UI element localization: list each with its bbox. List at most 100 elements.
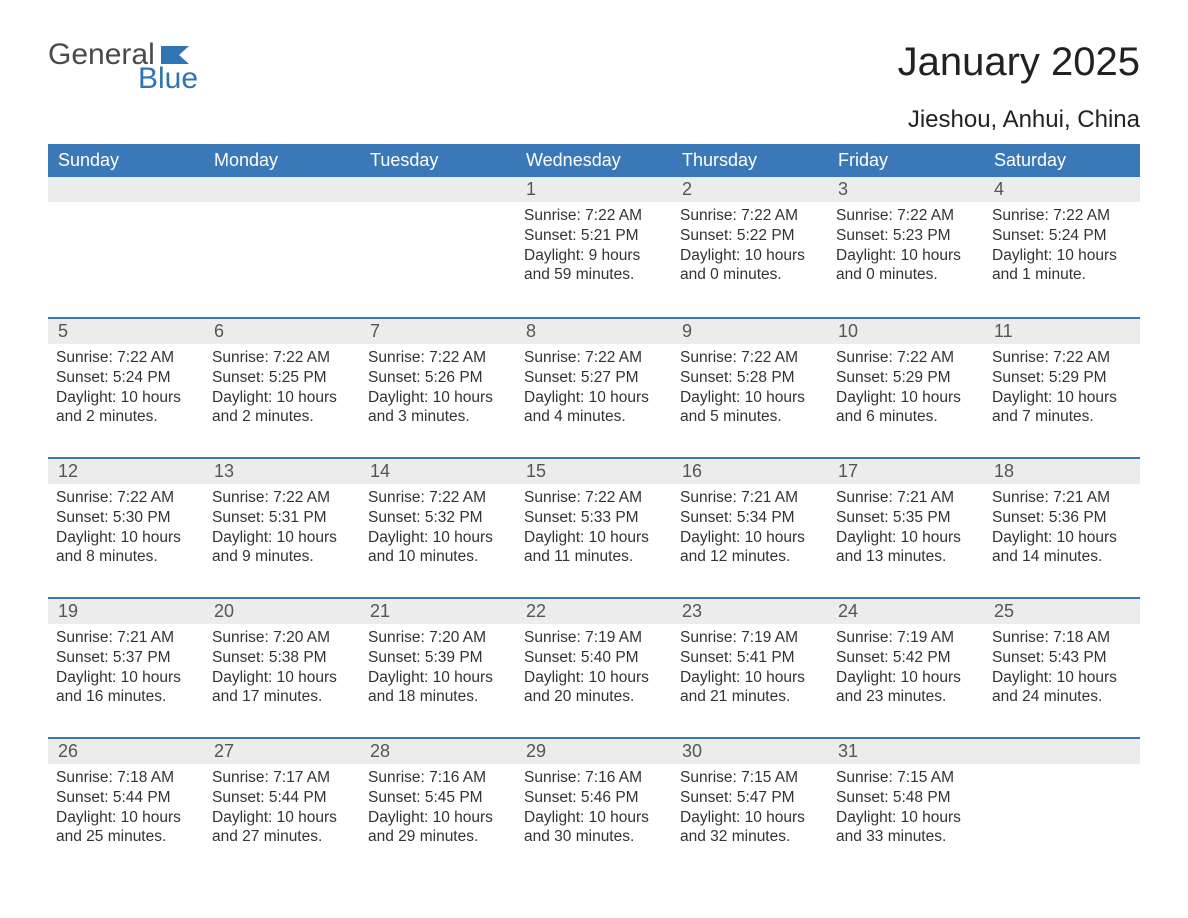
day-number: 1	[516, 177, 672, 202]
daylight-line: Daylight: 10 hours and 2 minutes.	[56, 388, 196, 428]
sunrise-line: Sunrise: 7:17 AM	[212, 768, 352, 788]
daylight-line: Daylight: 10 hours and 9 minutes.	[212, 528, 352, 568]
day-cell: 2Sunrise: 7:22 AMSunset: 5:22 PMDaylight…	[672, 177, 828, 305]
day-number: 12	[48, 459, 204, 484]
dow-cell: Friday	[828, 144, 984, 177]
day-details: Sunrise: 7:22 AMSunset: 5:32 PMDaylight:…	[368, 488, 508, 567]
day-cell: 15Sunrise: 7:22 AMSunset: 5:33 PMDayligh…	[516, 459, 672, 585]
sunset-line: Sunset: 5:24 PM	[992, 226, 1132, 246]
sunset-line: Sunset: 5:36 PM	[992, 508, 1132, 528]
daylight-line: Daylight: 10 hours and 13 minutes.	[836, 528, 976, 568]
daylight-line: Daylight: 10 hours and 4 minutes.	[524, 388, 664, 428]
day-cell: 22Sunrise: 7:19 AMSunset: 5:40 PMDayligh…	[516, 599, 672, 725]
daylight-line: Daylight: 10 hours and 0 minutes.	[680, 246, 820, 286]
daylight-line: Daylight: 10 hours and 29 minutes.	[368, 808, 508, 848]
day-cell: 27Sunrise: 7:17 AMSunset: 5:44 PMDayligh…	[204, 739, 360, 865]
day-number	[48, 177, 204, 202]
sunset-line: Sunset: 5:28 PM	[680, 368, 820, 388]
day-details: Sunrise: 7:22 AMSunset: 5:25 PMDaylight:…	[212, 348, 352, 427]
day-number: 16	[672, 459, 828, 484]
sunset-line: Sunset: 5:31 PM	[212, 508, 352, 528]
sunset-line: Sunset: 5:48 PM	[836, 788, 976, 808]
sunrise-line: Sunrise: 7:21 AM	[56, 628, 196, 648]
sunset-line: Sunset: 5:22 PM	[680, 226, 820, 246]
sunrise-line: Sunrise: 7:21 AM	[836, 488, 976, 508]
sunrise-line: Sunrise: 7:22 AM	[836, 206, 976, 226]
day-cell: 4Sunrise: 7:22 AMSunset: 5:24 PMDaylight…	[984, 177, 1140, 305]
sunrise-line: Sunrise: 7:15 AM	[680, 768, 820, 788]
week-row: 12 Sunrise: 7:22 AMSunset: 5:30 PMDayligh…	[48, 457, 1140, 585]
day-cell: 19Sunrise: 7:21 AMSunset: 5:37 PMDayligh…	[48, 599, 204, 725]
day-details: Sunrise: 7:17 AMSunset: 5:44 PMDaylight:…	[212, 768, 352, 847]
daylight-line: Daylight: 10 hours and 0 minutes.	[836, 246, 976, 286]
dow-cell: Saturday	[984, 144, 1140, 177]
daylight-line: Daylight: 10 hours and 23 minutes.	[836, 668, 976, 708]
sunset-line: Sunset: 5:26 PM	[368, 368, 508, 388]
day-cell: 9Sunrise: 7:22 AMSunset: 5:28 PMDaylight…	[672, 319, 828, 445]
sunrise-line: Sunrise: 7:19 AM	[524, 628, 664, 648]
location-subtitle: Jieshou, Anhui, China	[48, 106, 1140, 134]
day-of-week-header: SundayMondayTuesdayWednesdayThursdayFrid…	[48, 144, 1140, 177]
day-cell: 13Sunrise: 7:22 AMSunset: 5:31 PMDayligh…	[204, 459, 360, 585]
day-details: Sunrise: 7:22 AMSunset: 5:33 PMDaylight:…	[524, 488, 664, 567]
day-details: Sunrise: 7:22 AMSunset: 5:22 PMDaylight:…	[680, 206, 820, 285]
day-number: 9	[672, 319, 828, 344]
day-cell: 28Sunrise: 7:16 AMSunset: 5:45 PMDayligh…	[360, 739, 516, 865]
sunrise-line: Sunrise: 7:22 AM	[992, 348, 1132, 368]
day-details: Sunrise: 7:21 AMSunset: 5:36 PMDaylight:…	[992, 488, 1132, 567]
day-details: Sunrise: 7:21 AMSunset: 5:34 PMDaylight:…	[680, 488, 820, 567]
sunrise-line: Sunrise: 7:18 AM	[56, 768, 196, 788]
daylight-line: Daylight: 10 hours and 12 minutes.	[680, 528, 820, 568]
sunrise-line: Sunrise: 7:22 AM	[524, 206, 664, 226]
day-number: 31	[828, 739, 984, 764]
daylight-line: Daylight: 10 hours and 17 minutes.	[212, 668, 352, 708]
day-details: Sunrise: 7:22 AMSunset: 5:24 PMDaylight:…	[56, 348, 196, 427]
day-details: Sunrise: 7:18 AMSunset: 5:43 PMDaylight:…	[992, 628, 1132, 707]
day-cell	[984, 739, 1140, 865]
sunset-line: Sunset: 5:44 PM	[56, 788, 196, 808]
weeks-container: 1Sunrise: 7:22 AMSunset: 5:21 PMDaylight…	[48, 177, 1140, 865]
day-number: 19	[48, 599, 204, 624]
sunset-line: Sunset: 5:44 PM	[212, 788, 352, 808]
sunset-line: Sunset: 5:42 PM	[836, 648, 976, 668]
sunrise-line: Sunrise: 7:19 AM	[680, 628, 820, 648]
week-row: 19 Sunrise: 7:21 AMSunset: 5:37 PM Dayligh…	[48, 597, 1140, 725]
day-number: 26	[48, 739, 204, 764]
daylight-line: Daylight: 10 hours and 30 minutes.	[524, 808, 664, 848]
day-number: 25	[984, 599, 1140, 624]
day-number: 8	[516, 319, 672, 344]
sunrise-line: Sunrise: 7:21 AM	[680, 488, 820, 508]
day-details: Sunrise: 7:22 AMSunset: 5:29 PMDaylight:…	[992, 348, 1132, 427]
sunrise-line: Sunrise: 7:16 AM	[368, 768, 508, 788]
day-cell: 8Sunrise: 7:22 AMSunset: 5:27 PMDaylight…	[516, 319, 672, 445]
sunset-line: Sunset: 5:29 PM	[992, 368, 1132, 388]
day-cell: 10Sunrise: 7:22 AMSunset: 5:29 PMDayligh…	[828, 319, 984, 445]
sunset-line: Sunset: 5:25 PM	[212, 368, 352, 388]
daylight-line: Daylight: 10 hours and 33 minutes.	[836, 808, 976, 848]
sunrise-line: Sunrise: 7:22 AM	[56, 348, 196, 368]
sunset-line: Sunset: 5:24 PM	[56, 368, 196, 388]
day-cell: 23Sunrise: 7:19 AMSunset: 5:41 PMDayligh…	[672, 599, 828, 725]
day-details: Sunrise: 7:22 AMSunset: 5:30 PMDaylight:…	[56, 488, 196, 567]
day-cell: 29Sunrise: 7:16 AMSunset: 5:46 PMDayligh…	[516, 739, 672, 865]
day-number: 18	[984, 459, 1140, 484]
sunrise-line: Sunrise: 7:18 AM	[992, 628, 1132, 648]
sunset-line: Sunset: 5:23 PM	[836, 226, 976, 246]
brand-logo: General Blue	[48, 40, 198, 94]
dow-cell: Monday	[204, 144, 360, 177]
day-number: 30	[672, 739, 828, 764]
day-details: Sunrise: 7:20 AMSunset: 5:38 PMDaylight:…	[212, 628, 352, 707]
day-number: 24	[828, 599, 984, 624]
daylight-line: Daylight: 10 hours and 32 minutes.	[680, 808, 820, 848]
day-number: 14	[360, 459, 516, 484]
day-cell: 25 Sunrise: 7:18 AMSunset: 5:43 PMDayligh…	[984, 599, 1140, 725]
day-number: 10	[828, 319, 984, 344]
day-number: 17	[828, 459, 984, 484]
sunrise-line: Sunrise: 7:15 AM	[836, 768, 976, 788]
sunrise-line: Sunrise: 7:22 AM	[212, 488, 352, 508]
day-details: Sunrise: 7:16 AMSunset: 5:45 PMDaylight:…	[368, 768, 508, 847]
day-number: 7	[360, 319, 516, 344]
daylight-line: Daylight: 10 hours and 25 minutes.	[56, 808, 196, 848]
daylight-line: Daylight: 10 hours and 7 minutes.	[992, 388, 1132, 428]
sunset-line: Sunset: 5:37 PM	[56, 648, 196, 668]
